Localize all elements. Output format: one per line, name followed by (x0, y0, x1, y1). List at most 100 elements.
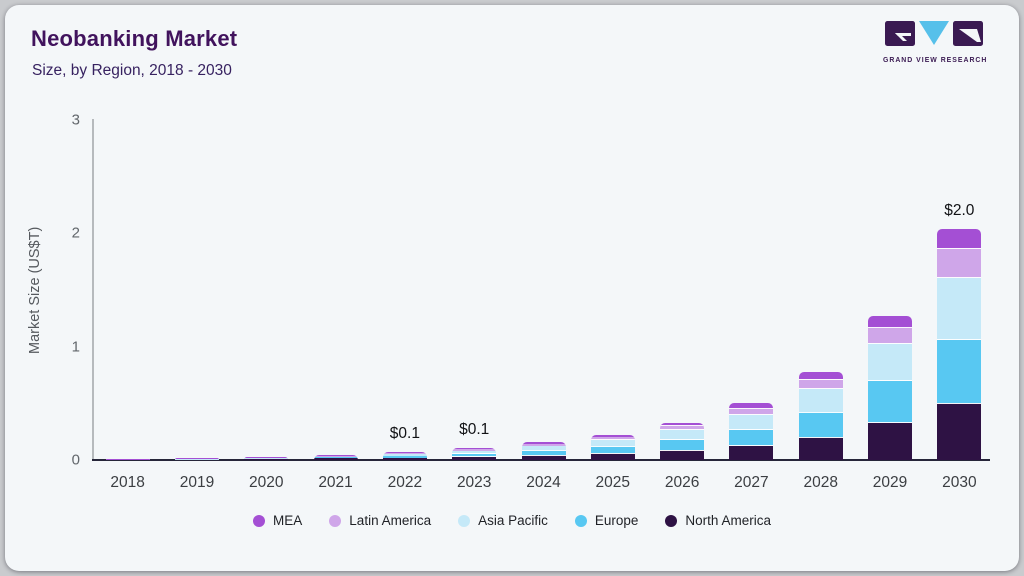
bar-segment-mea (937, 228, 982, 249)
bar-segment-mea (729, 403, 774, 409)
segment-separator (868, 380, 913, 382)
x-tick-label-2023: 2023 (456, 474, 492, 491)
bar-segment-north-america (521, 455, 566, 460)
bar-segment-north-america (452, 456, 497, 460)
legend-item-north-america: North America (665, 513, 771, 528)
y-tick-label: 1 (71, 338, 80, 356)
segment-separator (729, 408, 774, 410)
x-tick-label-2018: 2018 (110, 474, 145, 491)
segment-separator (590, 445, 635, 447)
segment-separator (660, 429, 705, 431)
segment-separator (798, 378, 843, 380)
bar-segment-europe (798, 412, 843, 438)
bar-segment-asia-pacific (729, 414, 774, 430)
bar-segment-latin-america (660, 425, 705, 430)
y-tick-label: 0 (71, 451, 80, 469)
bar-segment-latin-america (937, 248, 982, 278)
bar-segment-latin-america (868, 327, 913, 344)
legend-dot-icon (665, 514, 678, 527)
bar-segment-europe (244, 458, 289, 459)
bar-2029 (868, 316, 913, 460)
y-axis-title: Market Size (US$T) (27, 226, 43, 354)
bar-2020 (244, 457, 289, 460)
legend-dot-icon (253, 514, 266, 527)
bar-2022 (382, 452, 427, 460)
bar-segment-europe (868, 380, 913, 423)
bar-segment-latin-america (521, 444, 566, 446)
card-background (5, 5, 1019, 571)
page-title: Neobanking Market (31, 26, 238, 51)
bar-segment-mea (452, 448, 497, 450)
bar-2018 (105, 458, 150, 460)
legend-item-mea: MEA (253, 513, 302, 528)
segment-separator (660, 425, 705, 427)
bar-segment-europe (313, 457, 358, 459)
segment-separator (590, 439, 635, 440)
x-tick-label-2025: 2025 (595, 474, 631, 491)
bar-segment-north-america (313, 458, 358, 460)
segment-separator (937, 402, 982, 404)
segment-separator (729, 414, 774, 416)
x-tick-label-2029: 2029 (872, 474, 908, 491)
segment-separator (729, 445, 774, 447)
bar-segment-asia-pacific (660, 429, 705, 440)
bar-segment-mea (868, 316, 913, 328)
bar-segment-mea (590, 434, 635, 437)
legend-item-europe: Europe (574, 513, 638, 528)
x-tick-label-2022: 2022 (387, 474, 423, 491)
legend-item-asia-pacific: Asia Pacific (458, 513, 548, 528)
bar-segment-north-america (868, 422, 913, 460)
bar-2021 (313, 455, 358, 460)
segment-separator (521, 454, 566, 456)
bar-segment-asia-pacific (382, 453, 427, 456)
bar-segment-asia-pacific (244, 457, 289, 459)
x-axis-line (92, 459, 990, 461)
x-tick-label-2021: 2021 (318, 474, 353, 491)
bar-2026 (660, 422, 705, 460)
segment-separator (798, 411, 843, 413)
segment-separator (452, 456, 497, 458)
bar-2028 (798, 371, 843, 460)
bar-segment-europe (729, 429, 774, 446)
x-tick-label-2019: 2019 (179, 474, 215, 491)
bar-segment-asia-pacific (798, 388, 843, 413)
bar-segment-latin-america (590, 436, 635, 440)
bar-segment-latin-america (798, 379, 843, 389)
bar-segment-mea (660, 422, 705, 426)
bar-segment-north-america (937, 403, 982, 460)
bar-segment-mea (382, 452, 427, 453)
segment-separator (868, 342, 913, 344)
bar-segment-north-america (729, 445, 774, 460)
bar-segment-asia-pacific (590, 439, 635, 447)
y-axis-line (92, 119, 94, 460)
bar-segment-north-america (660, 450, 705, 460)
legend-label: North America (685, 513, 771, 528)
bar-segment-north-america (244, 458, 289, 460)
legend-dot-icon (329, 514, 342, 527)
bar-segment-mea (521, 442, 566, 445)
segment-separator (868, 327, 913, 329)
bar-segment-asia-pacific (521, 445, 566, 451)
bar-segment-north-america (382, 457, 427, 460)
legend: MEA Latin America Asia Pacific Europe North … (0, 513, 1024, 528)
page-subtitle: Size, by Region, 2018 - 2030 (32, 62, 232, 79)
segment-separator (590, 452, 635, 454)
bar-segment-europe (452, 453, 497, 457)
legend-label: Latin America (349, 513, 432, 528)
segment-separator (798, 388, 843, 390)
segment-separator (729, 429, 774, 431)
gvr-logo-text: GRAND VIEW RESEARCH (883, 57, 988, 64)
bar-segment-asia-pacific (868, 343, 913, 381)
bar-2025 (590, 434, 635, 460)
bar-segment-latin-america (382, 453, 427, 454)
bar-segment-latin-america (452, 449, 497, 451)
x-tick-label-2030: 2030 (942, 474, 977, 491)
y-tick-label: 2 (71, 224, 80, 242)
bar-segment-asia-pacific (313, 456, 358, 458)
segment-separator (937, 247, 982, 249)
segment-separator (798, 436, 843, 438)
legend-dot-icon (458, 514, 471, 527)
y-tick-label: 3 (71, 111, 80, 129)
bar-segment-europe (382, 455, 427, 458)
